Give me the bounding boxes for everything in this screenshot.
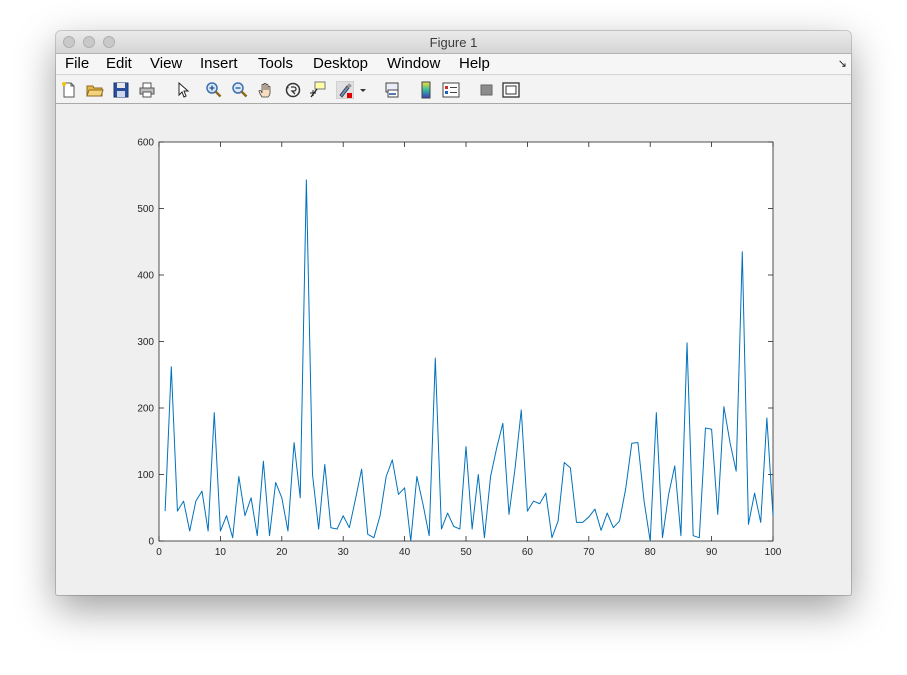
undock-icon[interactable]: ↘ xyxy=(837,58,847,70)
menu-desktop[interactable]: Desktop xyxy=(313,55,369,72)
minimize-window-button[interactable] xyxy=(83,36,95,48)
series-line xyxy=(164,179,774,542)
y-tick-label: 300 xyxy=(137,337,154,348)
zoom-window-button[interactable] xyxy=(103,36,115,48)
pointer-icon[interactable] xyxy=(174,81,192,99)
figure-toolbar xyxy=(56,76,851,104)
y-tick-label: 500 xyxy=(137,204,154,215)
open-file-icon[interactable] xyxy=(86,81,104,99)
y-tick-label: 600 xyxy=(137,138,154,149)
menu-file[interactable]: File xyxy=(65,55,90,72)
y-tick-label: 200 xyxy=(137,404,154,415)
menu-help[interactable]: Help xyxy=(459,55,490,72)
x-tick-label: 0 xyxy=(156,547,162,558)
menu-edit[interactable]: Edit xyxy=(106,55,132,72)
y-tick-label: 100 xyxy=(137,470,154,481)
y-tick-label: 0 xyxy=(148,537,154,548)
zoom-in-icon[interactable] xyxy=(205,81,223,99)
menu-insert[interactable]: Insert xyxy=(200,55,238,72)
brush-dropdown-icon[interactable] xyxy=(358,81,368,99)
rotate-3d-icon[interactable] xyxy=(284,81,302,99)
new-figure-icon[interactable] xyxy=(60,81,78,99)
axes-background xyxy=(159,142,773,541)
print-icon[interactable] xyxy=(138,81,156,99)
x-tick-label: 60 xyxy=(522,547,534,558)
figure-canvas: 0 10 20 30 40 50 60 70 80 90 100 0 100 200 300 400 500 60… xyxy=(137,138,782,559)
x-tick-label: 70 xyxy=(583,547,595,558)
menu-bar: File Edit View Insert Tools Desktop Wind… xyxy=(56,54,851,75)
link-plot-icon[interactable] xyxy=(383,81,401,99)
close-window-button[interactable] xyxy=(63,36,75,48)
x-tick-label: 90 xyxy=(706,547,718,558)
title-bar[interactable]: Figure 1 xyxy=(56,31,851,54)
menu-window[interactable]: Window xyxy=(387,55,441,72)
figure-window: Figure 1 File Edit View Insert Tools Des… xyxy=(56,31,851,595)
zoom-out-icon[interactable] xyxy=(231,81,249,99)
x-tick-label: 30 xyxy=(338,547,350,558)
x-tick-label: 20 xyxy=(276,547,288,558)
menu-tools[interactable]: Tools xyxy=(258,55,294,72)
show-plot-tools-icon[interactable] xyxy=(502,81,520,99)
x-tick-label: 80 xyxy=(645,547,657,558)
y-tick-label: 400 xyxy=(137,271,154,282)
data-cursor-icon[interactable] xyxy=(309,81,327,99)
window-title: Figure 1 xyxy=(429,35,478,50)
pan-hand-icon[interactable] xyxy=(257,81,275,99)
colorbar-icon[interactable] xyxy=(417,81,435,99)
menu-view[interactable]: View xyxy=(150,55,183,72)
hide-plot-tools-icon[interactable] xyxy=(477,81,495,99)
x-tick-label: 100 xyxy=(765,547,782,558)
legend-icon[interactable] xyxy=(442,81,460,99)
save-icon[interactable] xyxy=(112,81,130,99)
x-tick-label: 10 xyxy=(215,547,227,558)
brush-icon[interactable] xyxy=(336,81,354,99)
x-tick-label: 40 xyxy=(399,547,411,558)
x-tick-label: 50 xyxy=(460,547,472,558)
